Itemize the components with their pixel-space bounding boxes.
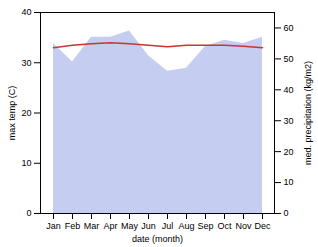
svg-text:date (month): date (month) (132, 234, 183, 244)
svg-text:Dec: Dec (254, 221, 271, 231)
svg-text:20: 20 (21, 108, 31, 118)
svg-text:Oct: Oct (217, 221, 232, 231)
svg-text:Sep: Sep (197, 221, 213, 231)
svg-text:40: 40 (21, 7, 31, 17)
svg-text:Jul: Jul (162, 221, 174, 231)
svg-text:50: 50 (284, 54, 294, 64)
svg-text:Nov: Nov (235, 221, 252, 231)
svg-text:May: May (121, 221, 139, 231)
svg-text:60: 60 (284, 23, 294, 33)
svg-text:0: 0 (26, 208, 31, 218)
svg-text:Feb: Feb (65, 221, 81, 231)
svg-text:10: 10 (284, 177, 294, 187)
svg-text:30: 30 (284, 116, 294, 126)
svg-text:Mar: Mar (84, 221, 100, 231)
svg-text:med. precipitation (kg/m2): med. precipitation (kg/m2) (303, 61, 313, 165)
svg-text:Jan: Jan (46, 221, 61, 231)
svg-text:Apr: Apr (103, 221, 117, 231)
svg-text:max temp (C): max temp (C) (7, 86, 17, 141)
svg-text:10: 10 (21, 158, 31, 168)
svg-text:20: 20 (284, 147, 294, 157)
svg-text:0: 0 (284, 208, 289, 218)
svg-text:Jun: Jun (141, 221, 156, 231)
svg-text:Aug: Aug (178, 221, 194, 231)
svg-text:30: 30 (21, 58, 31, 68)
svg-text:40: 40 (284, 85, 294, 95)
